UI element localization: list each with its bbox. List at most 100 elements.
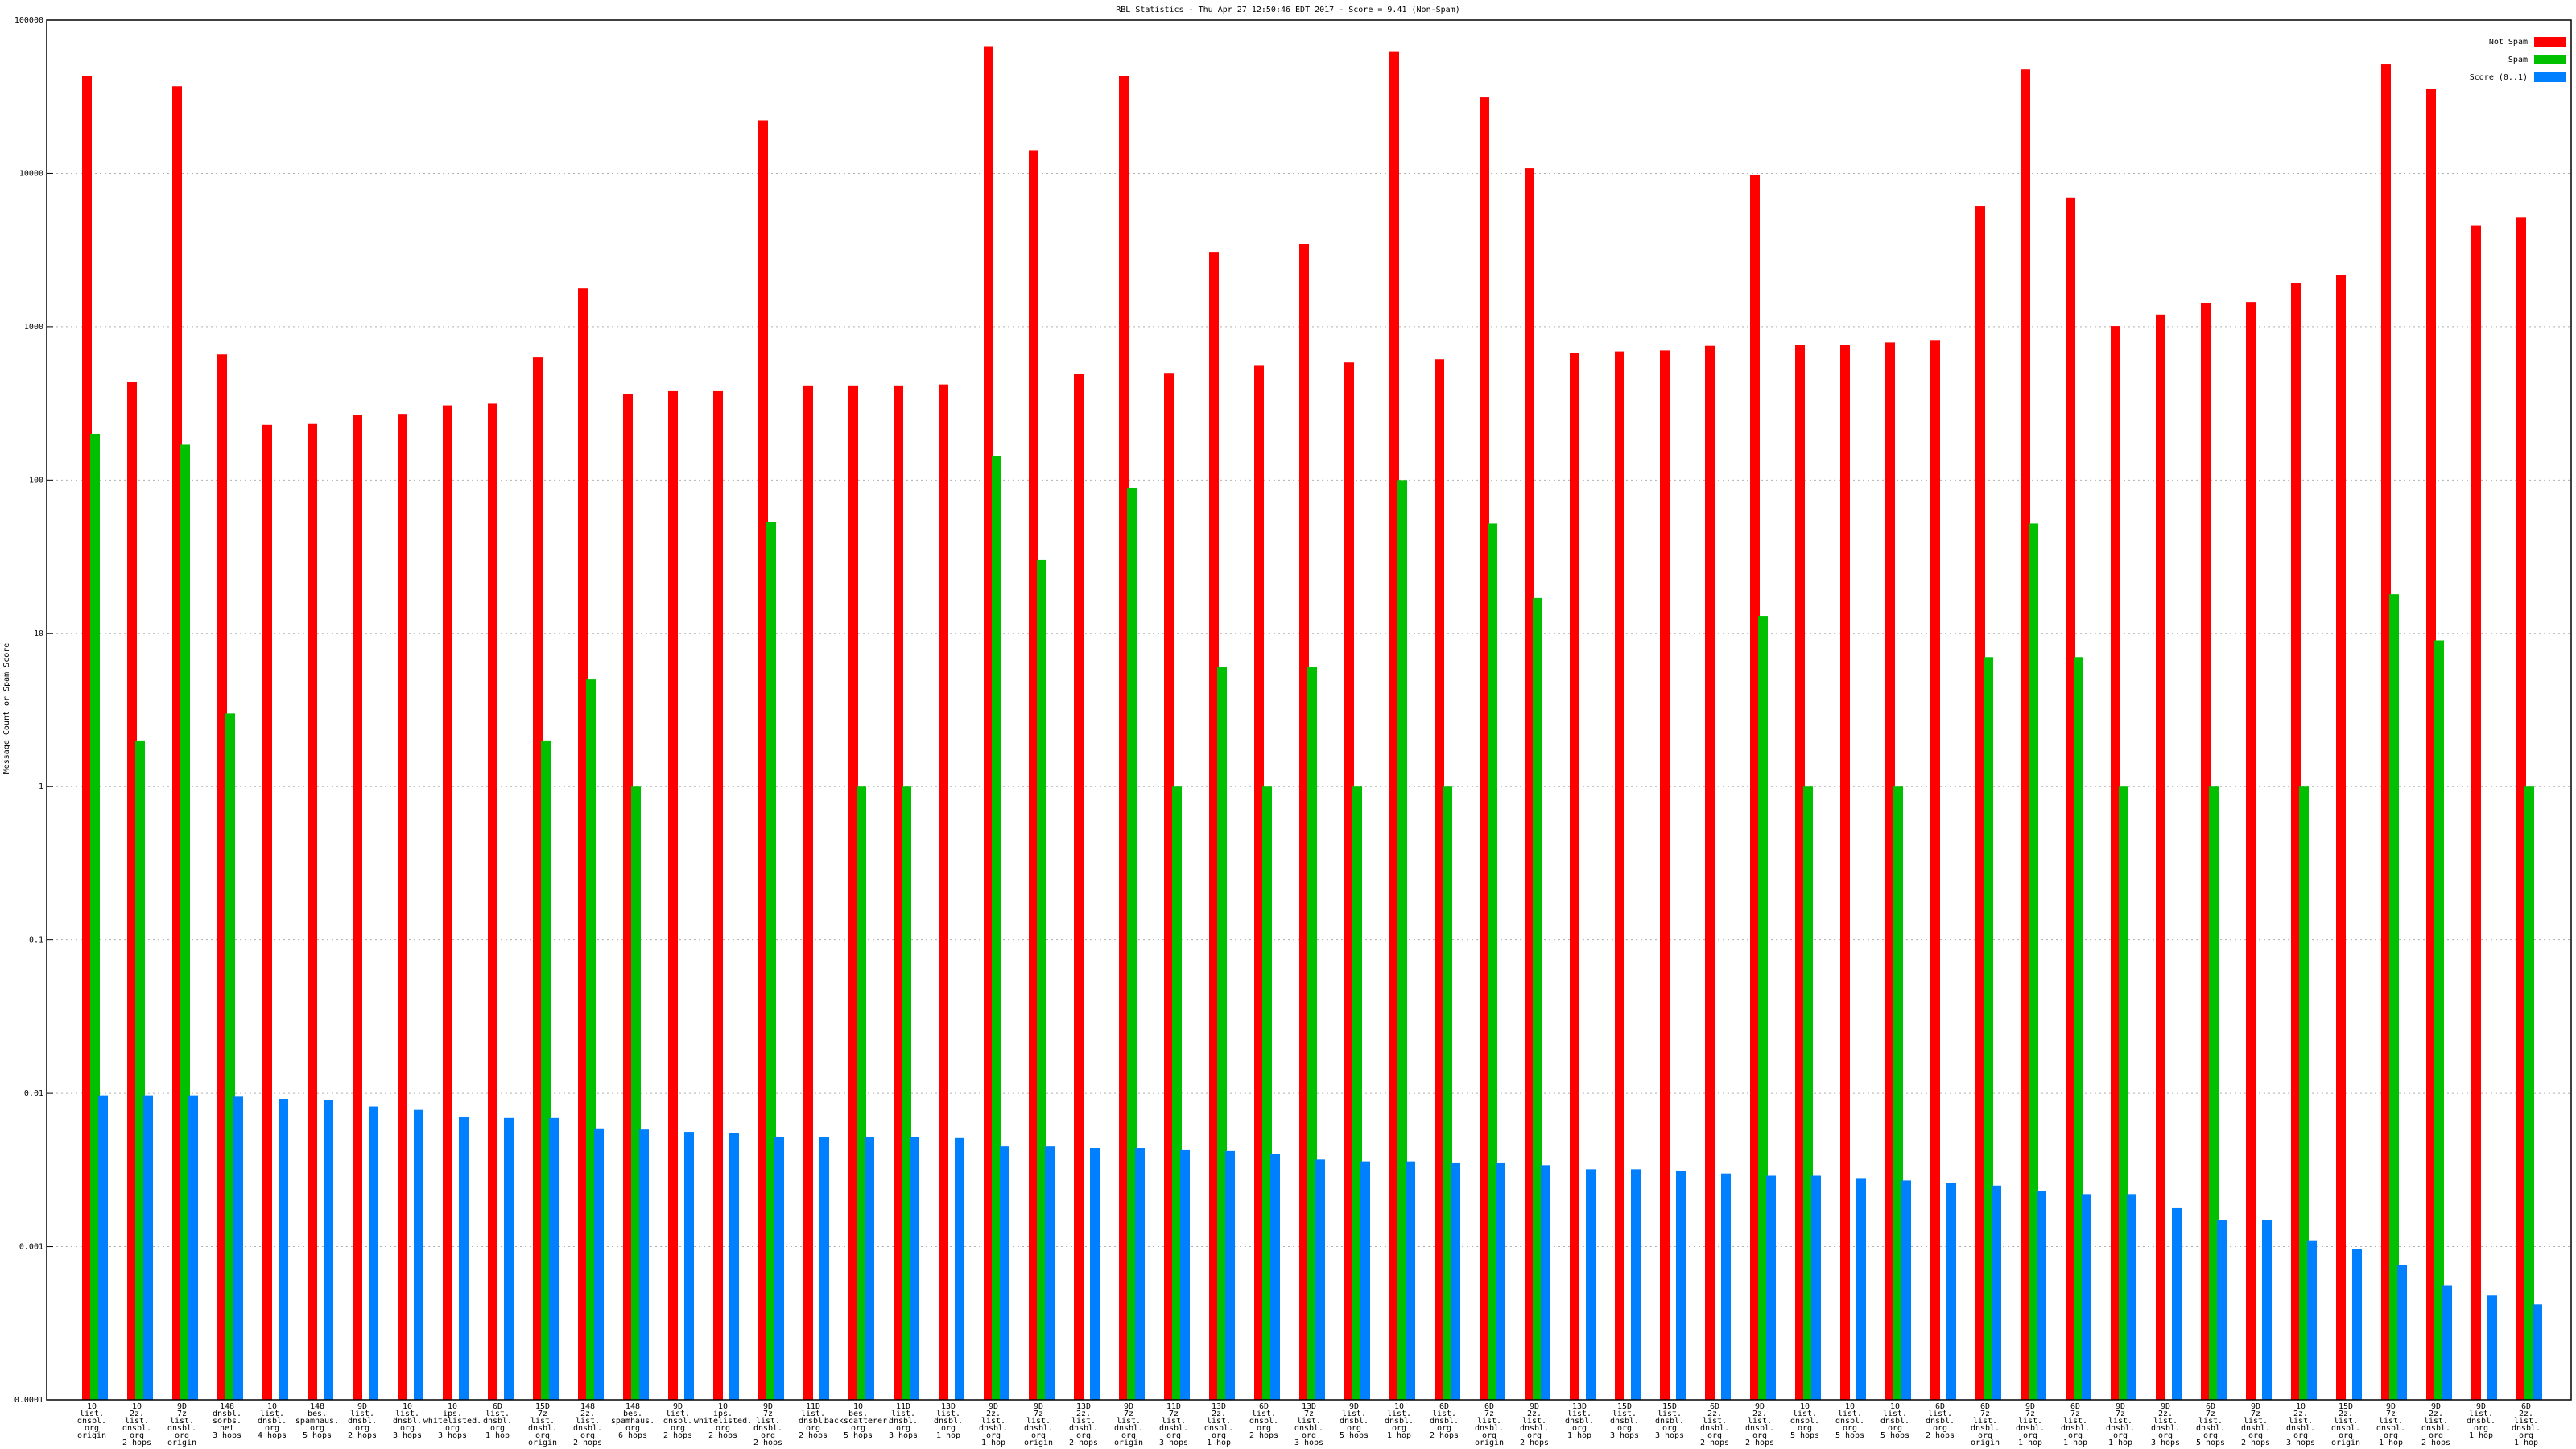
bar xyxy=(533,357,543,1400)
x-tick-label-line: ips. xyxy=(713,1410,733,1418)
y-tick-label: 0.1 xyxy=(29,936,43,945)
x-tick-label: 10 list. dnsbl. org 1 hop xyxy=(1385,1402,1414,1440)
x-tick-label-line: list. xyxy=(1883,1410,1907,1418)
x-tick-label: 9D list. dnsbl. org 1 hop xyxy=(2467,1402,2496,1440)
x-tick-label-line: 2 hops xyxy=(1520,1439,1549,1447)
x-tick-label-line: 2 hops xyxy=(1745,1439,1774,1447)
x-tick-label-line: list. xyxy=(80,1410,104,1418)
x-tick-label-line: org xyxy=(400,1424,415,1433)
x-tick-label-line: origin xyxy=(1114,1439,1143,1447)
bar xyxy=(2426,89,2436,1401)
x-tick-label-line: 7z xyxy=(2251,1410,2260,1418)
bar xyxy=(1164,373,1174,1400)
bar xyxy=(1029,150,1038,1400)
x-tick-label: 15D 2z. list. dnsbl. org origin xyxy=(2331,1402,2360,1447)
x-tick-label-line: dnsbl. xyxy=(213,1410,242,1418)
bar xyxy=(1766,1175,1776,1400)
x-tick-label-line: 7z xyxy=(538,1410,547,1418)
x-tick-label: 9D 7z list. dnsbl. org 1 hop xyxy=(2106,1402,2135,1447)
x-tick-label-line: 10 xyxy=(402,1402,412,1411)
bar xyxy=(2397,1265,2407,1400)
x-tick-label-line: dnsbl. xyxy=(2016,1424,2045,1433)
x-tick-label: 9D list. dnsbl. org 2 hops xyxy=(663,1402,692,1440)
x-tick-label-line: org xyxy=(2203,1431,2218,1440)
bar xyxy=(353,415,362,1400)
x-tick-label-line: 7z xyxy=(2025,1410,2035,1418)
bar xyxy=(1570,353,1579,1400)
chart-title: RBL Statistics - Thu Apr 27 12:50:46 EDT… xyxy=(1116,6,1459,14)
x-tick-label-line: 9D xyxy=(1124,1402,1133,1411)
x-tick-label: 9D 2z. list. dnsbl. org 1 hop xyxy=(979,1402,1008,1447)
x-tick-label-line: 1 hop xyxy=(2469,1431,2493,1440)
x-tick-label-line: 2z. xyxy=(1212,1410,1226,1418)
x-tick-label-line: 13D xyxy=(1076,1402,1091,1411)
x-tick-label-line: spamhaus. xyxy=(295,1417,339,1426)
x-tick-label-line: 2 hops xyxy=(753,1439,782,1447)
x-tick-label-line: 6D xyxy=(1484,1402,1494,1411)
x-tick-label: 9D list. dnsbl. org 5 hops xyxy=(1340,1402,1368,1440)
x-tick-label-line: dnsbl. xyxy=(799,1417,828,1426)
bar xyxy=(1074,374,1084,1400)
x-tick-label-line: dnsbl. xyxy=(2106,1424,2135,1433)
bar xyxy=(631,786,641,1400)
y-axis-label: Message Count or Spam Score xyxy=(2,643,11,774)
bar xyxy=(2389,594,2399,1400)
bar xyxy=(1984,657,1993,1400)
x-tick-label-line: 10 xyxy=(1890,1402,1900,1411)
x-tick-label-line: 5 hops xyxy=(1835,1431,1864,1440)
x-tick-label-line: list. xyxy=(1838,1410,1862,1418)
x-tick-label-line: dnsbl. xyxy=(979,1424,1008,1433)
bar xyxy=(398,414,407,1400)
bar xyxy=(1225,1150,1235,1400)
x-tick-label-line: backscatterer. xyxy=(824,1417,892,1426)
bar xyxy=(2516,217,2526,1401)
x-tick-label-line: 2 hops xyxy=(1249,1431,1278,1440)
x-tick-label-line: dnsbl. xyxy=(1745,1424,1774,1433)
legend-label: Score (0..1) xyxy=(2470,73,2528,82)
x-tick-label: 9D 2z. list. dnsbl. org 2 hops xyxy=(1745,1402,1774,1447)
x-tick-label-line: list. xyxy=(530,1417,555,1426)
x-tick-label-line: list. xyxy=(1928,1410,1952,1418)
y-tick-label: 0.001 xyxy=(19,1243,43,1252)
bar xyxy=(1975,206,1985,1401)
x-tick-label-line: list. xyxy=(2334,1417,2358,1426)
bar xyxy=(2352,1249,2362,1400)
x-tick-label-line: dnsbl. xyxy=(258,1417,287,1426)
x-tick-label-line: 3 hops xyxy=(213,1431,242,1440)
x-tick-label-line: origin xyxy=(77,1431,106,1440)
x-tick-label: 10 2z. list. dnsbl. org 2 hops xyxy=(122,1402,151,1447)
bar xyxy=(1307,667,1317,1400)
x-tick-label-line: 11D xyxy=(896,1402,910,1411)
x-tick-label-line: 4 hops xyxy=(258,1431,287,1440)
x-tick-label-line: list. xyxy=(891,1410,915,1418)
x-tick-label-line: 2z. xyxy=(2339,1410,2353,1418)
x-tick-label: 6D list. dnsbl. org 2 hops xyxy=(1926,1402,1955,1440)
x-tick-label-line: 5 hops xyxy=(1340,1431,1368,1440)
x-tick-label-line: list. xyxy=(1793,1410,1817,1418)
x-tick-label: 10 list. dnsbl. org 3 hops xyxy=(393,1402,422,1440)
bar xyxy=(1615,351,1624,1400)
y-tick-label: 0.0001 xyxy=(14,1396,43,1405)
x-tick-label-line: 13D xyxy=(941,1402,956,1411)
x-tick-label-line: dnsbl. xyxy=(1475,1424,1504,1433)
x-tick-label-line: 1 hop xyxy=(936,1431,960,1440)
x-tick-label: 6D 7z list. dnsbl. org origin xyxy=(1971,1402,2000,1447)
bar xyxy=(1119,76,1129,1400)
x-tick-label-line: dnsbl. xyxy=(1340,1417,1368,1426)
x-tick-label-line: list. xyxy=(981,1417,1005,1426)
bar xyxy=(1541,1165,1550,1400)
x-tick-label-line: list. xyxy=(1748,1417,1772,1426)
bar xyxy=(1705,345,1715,1401)
bar xyxy=(180,444,190,1401)
bar xyxy=(2217,1220,2227,1400)
y-tick-label: 10000 xyxy=(19,169,43,178)
x-tick-label-line: dnsbl. xyxy=(393,1417,422,1426)
x-tick-label-line: org xyxy=(1662,1424,1677,1433)
x-tick-label-line: list. xyxy=(2063,1417,2087,1426)
x-tick-label: 11D 7z list. dnsbl. org 3 hops xyxy=(1159,1402,1188,1447)
x-tick-label-line: dnsbl. xyxy=(753,1424,782,1433)
x-tick-label: 10 list. dnsbl. org 5 hops xyxy=(1880,1402,1909,1440)
x-tick-label: 9D 2z. list. dnsbl. org 2 hops xyxy=(2421,1402,2450,1447)
x-tick-label-line: org xyxy=(535,1431,550,1440)
x-tick-label-line: origin xyxy=(2331,1439,2360,1447)
